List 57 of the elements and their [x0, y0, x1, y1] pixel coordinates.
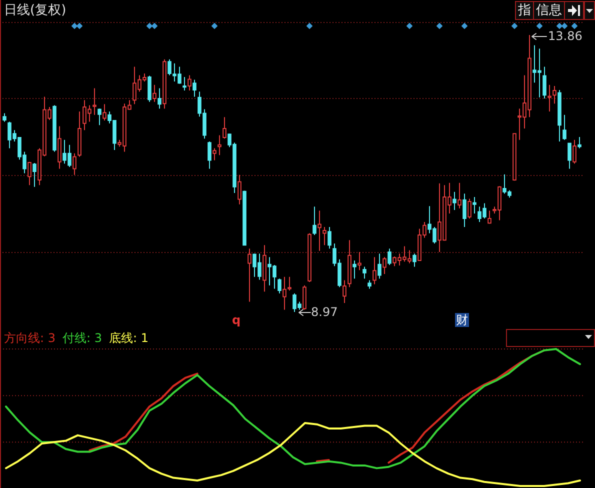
- candlestick: [222, 116, 226, 140]
- candlestick: [158, 88, 162, 110]
- candlestick: [462, 193, 466, 228]
- text: 底线: 1: [109, 331, 148, 345]
- candlestick: [548, 84, 552, 112]
- candlestick: [552, 86, 556, 104]
- candlestick: [342, 280, 346, 304]
- text: 指: [515, 1, 534, 20]
- candlestick: [182, 76, 186, 92]
- candlestick: [578, 136, 582, 149]
- text: 方向线: 3: [4, 331, 56, 345]
- candlestick: [568, 142, 572, 170]
- candlestick: [98, 108, 102, 126]
- candlestick: [212, 148, 216, 161]
- candlestick: [572, 139, 576, 164]
- candlestick: [102, 104, 106, 122]
- candlestick: [32, 162, 36, 188]
- candlestick: [218, 134, 222, 156]
- chart-title: 日线(复权): [4, 3, 66, 18]
- candlestick: [412, 253, 416, 268]
- annotation: 财: [455, 313, 469, 327]
- candlestick: [302, 284, 306, 310]
- candlestick: [472, 196, 476, 214]
- candlestick: [92, 88, 96, 116]
- text: 信息: [533, 1, 565, 20]
- candlestick: [488, 210, 492, 224]
- candlestick: [452, 191, 456, 211]
- candlestick: [238, 174, 242, 205]
- text: 付线: 3: [62, 331, 102, 345]
- annotation: q: [232, 313, 241, 327]
- candlestick: [562, 114, 566, 140]
- candlestick: [328, 226, 332, 250]
- candlestick: [382, 256, 386, 275]
- candlestick: [358, 251, 362, 271]
- candlestick: [322, 226, 326, 246]
- annotation: 13.86: [548, 29, 582, 43]
- candlestick: [318, 210, 322, 252]
- candlestick: [152, 84, 156, 102]
- candlestick: [458, 182, 462, 209]
- candlestick: [148, 75, 152, 102]
- candlestick: [388, 248, 392, 266]
- candlestick: [468, 198, 472, 220]
- candlestick: [542, 66, 546, 99]
- candlestick: [278, 278, 282, 294]
- annotation: 8.97: [311, 305, 338, 319]
- candlestick: [248, 248, 252, 302]
- candlestick: [372, 256, 376, 285]
- candlestick: [362, 266, 366, 280]
- candlestick: [188, 74, 192, 92]
- candlestick: [352, 260, 356, 280]
- candlestick: [72, 152, 76, 176]
- candlestick: [208, 141, 212, 170]
- candlestick: [58, 126, 62, 170]
- candlestick: [192, 79, 196, 98]
- candlestick: [378, 253, 382, 280]
- candlestick: [312, 206, 316, 236]
- candlestick: [28, 161, 32, 186]
